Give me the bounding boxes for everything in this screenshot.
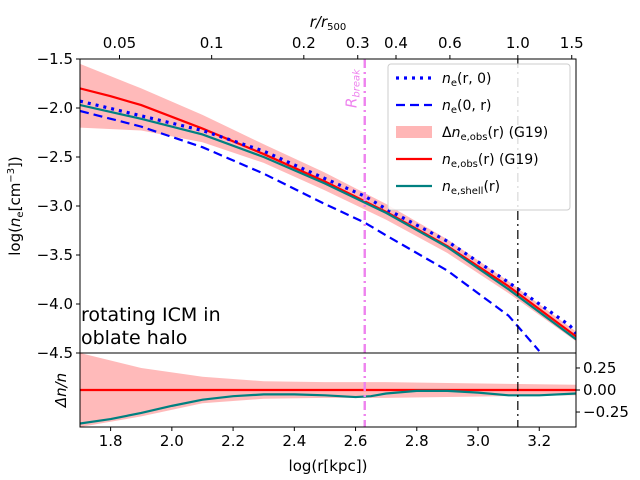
res-xtick-label: 3.2 [527,432,551,450]
residual-shell_resid [80,389,576,425]
series-ne_shell [80,103,576,341]
main-plot-area [80,63,576,352]
legend: ne(r, 0) ne(0, r) Δne,obs(r) (G19) ne,obs(r… [387,63,571,211]
top-axis-label: r/r500 [310,13,346,33]
legend-label-ne_obs: ne,obs(r) (G19) [442,152,539,170]
series-ne_obs [80,87,576,338]
x-axis-label: log(r[kpc]) [289,457,368,475]
main-ytick-label: −3.0 [37,197,73,215]
res-ytick-label: −0.25 [583,403,629,421]
series-ne_r0 [80,99,576,335]
main-ytick-label: −4.5 [37,344,73,362]
top-tick-label: 0.1 [200,34,224,52]
main-ytick-label: −2.5 [37,148,73,166]
main-ytick-label: −4.0 [37,295,73,313]
res-ytick-label: 0.00 [583,381,616,399]
legend-box [387,63,571,211]
legend-label-ne_r0: ne(r, 0) [442,71,492,89]
main-ne_obs_band [80,63,576,342]
series-ne_0r [80,109,541,352]
main-ytick-label: −3.5 [37,246,73,264]
top-tick-label: 0.3 [346,34,370,52]
rbreak-label: Rbreak [343,68,363,108]
top-tick-label: 0.05 [103,34,136,52]
legend-label-ne_obs_band: Δne,obs(r) (G19) [442,125,548,143]
res-xtick-label: 2.2 [221,432,245,450]
annotation-line: rotating ICM in [81,304,221,326]
res-xtick-label: 2.6 [344,432,368,450]
top-tick-label: 1.0 [506,34,530,52]
res-y-axis-label: Δn/n [52,373,70,408]
annotation-layer: rotating ICM in oblate halo [81,304,221,349]
legend-swatch-ne_obs_band [396,126,432,138]
legend-label-ne_0r: ne(0, r) [442,98,492,116]
residual-plot-area [80,353,576,427]
res-xtick-label: 2.4 [282,432,306,450]
axes-layer: Rbreak −4.5 −4.0 −3.5 −3.0 −2.5 −2.0 −1.5 0.05 0.… [6,13,629,475]
res-xtick-label: 2.0 [160,432,184,450]
main-ytick-label: −1.5 [37,50,73,68]
res-xtick-label: 1.8 [99,432,123,450]
res-xtick-label: 2.8 [405,432,429,450]
top-tick-label: 1.5 [560,34,584,52]
res-ytick-label: 0.25 [583,359,616,377]
main-y-axis-label: log(ne[cm−3]) [6,156,26,256]
top-tick-label: 0.4 [384,34,408,52]
res-xtick-label: 3.0 [466,432,490,450]
top-tick-label: 0.2 [292,34,316,52]
top-tick-label: 0.6 [438,34,462,52]
legend-label-ne_shell: ne,shell(r) [442,179,500,197]
main-ytick-label: −2.0 [37,99,73,117]
annotation-line: oblate halo [81,327,187,349]
